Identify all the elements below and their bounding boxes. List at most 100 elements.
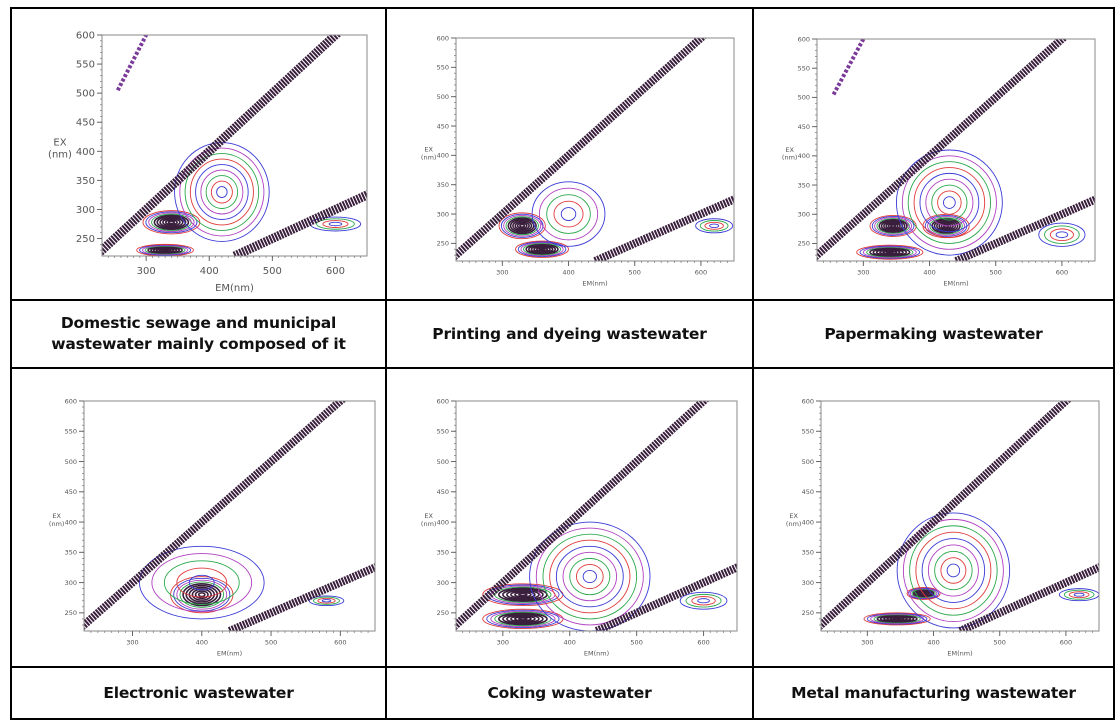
svg-text:400: 400 [927, 638, 939, 646]
svg-text:500: 500 [990, 268, 1002, 276]
eem-contour-plot: 300 400 500 600 250 300 350 400 450 500 550 600 EM(n… [421, 34, 735, 288]
svg-text:600: 600 [1060, 638, 1072, 646]
svg-text:600: 600 [802, 397, 814, 405]
svg-text:300: 300 [857, 268, 869, 276]
svg-text:450: 450 [65, 488, 77, 496]
svg-text:250: 250 [65, 609, 77, 617]
svg-text:500: 500 [437, 93, 449, 101]
svg-text:EX: EX [424, 512, 433, 520]
svg-text:500: 500 [263, 266, 282, 277]
svg-text:EM(nm): EM(nm) [582, 280, 607, 288]
svg-text:EM(nm): EM(nm) [215, 283, 254, 294]
svg-text:300: 300 [65, 579, 77, 587]
svg-text:250: 250 [437, 609, 449, 617]
caption-cell-printing-dyeing: Printing and dyeing wastewater [387, 301, 754, 369]
svg-text:350: 350 [802, 549, 814, 557]
svg-text:400: 400 [923, 268, 935, 276]
svg-text:250: 250 [76, 234, 95, 245]
svg-text:350: 350 [65, 549, 77, 557]
svg-text:(nm): (nm) [49, 520, 65, 528]
svg-text:300: 300 [126, 638, 138, 646]
svg-text:(nm): (nm) [48, 149, 72, 160]
svg-text:(nm): (nm) [782, 154, 798, 162]
svg-text:500: 500 [802, 458, 814, 466]
svg-text:400: 400 [562, 268, 574, 276]
svg-text:EX: EX [53, 137, 66, 148]
svg-text:450: 450 [76, 118, 95, 129]
svg-text:400: 400 [65, 518, 77, 526]
svg-text:400: 400 [798, 152, 810, 160]
svg-text:500: 500 [630, 638, 642, 646]
caption-cell-papermaking: Papermaking wastewater [754, 301, 1113, 369]
svg-text:350: 350 [798, 181, 810, 189]
svg-text:450: 450 [798, 123, 810, 131]
svg-text:600: 600 [695, 268, 707, 276]
caption-coking: Coking wastewater [487, 683, 652, 702]
svg-text:400: 400 [802, 518, 814, 526]
svg-text:400: 400 [76, 147, 95, 158]
svg-text:450: 450 [437, 122, 449, 130]
caption-cell-metal: Metal manufacturing wastewater [754, 668, 1113, 718]
svg-text:(nm): (nm) [786, 520, 802, 528]
svg-text:300: 300 [76, 205, 95, 216]
svg-text:550: 550 [65, 428, 77, 436]
svg-text:350: 350 [437, 181, 449, 189]
svg-text:550: 550 [437, 64, 449, 72]
svg-text:600: 600 [437, 34, 449, 42]
svg-text:EX: EX [424, 145, 433, 153]
svg-text:300: 300 [802, 579, 814, 587]
svg-text:EX: EX [785, 146, 794, 154]
eem-contour-plot: 300 400 500 600 250 300 350 400 450 500 550 600 EM(n… [48, 31, 368, 294]
svg-text:600: 600 [437, 397, 449, 405]
svg-text:400: 400 [564, 638, 576, 646]
svg-text:550: 550 [802, 428, 814, 436]
plot-cell-metal: 300 400 500 600 250 300 350 400 450 500 550 600 EM(n… [754, 369, 1113, 668]
svg-text:300: 300 [437, 210, 449, 218]
svg-text:300: 300 [798, 211, 810, 219]
svg-text:600: 600 [798, 35, 810, 43]
eem-contour-plot: 300 400 500 600 250 300 350 400 450 500 550 600 EM(n… [782, 35, 1096, 288]
caption-cell-domestic: Domestic sewage and municipal wastewater… [12, 301, 387, 369]
svg-text:600: 600 [697, 638, 709, 646]
caption-metal: Metal manufacturing wastewater [791, 683, 1076, 702]
svg-text:500: 500 [65, 458, 77, 466]
plot-cell-coking: 300 400 500 600 250 300 350 400 450 500 550 600 EM(n… [387, 369, 754, 668]
svg-text:600: 600 [76, 31, 95, 42]
svg-text:500: 500 [76, 89, 95, 100]
svg-text:550: 550 [76, 60, 95, 71]
caption-papermaking: Papermaking wastewater [824, 324, 1043, 343]
svg-text:450: 450 [437, 488, 449, 496]
svg-text:300: 300 [437, 579, 449, 587]
plot-cell-electronic: 300 400 500 600 250 300 350 400 450 500 550 600 EM(n… [12, 369, 387, 668]
svg-text:EM(nm): EM(nm) [943, 280, 968, 288]
svg-text:250: 250 [437, 240, 449, 248]
svg-text:EX: EX [52, 512, 61, 520]
plot-cell-printing-dyeing: 300 400 500 600 250 300 350 400 450 500 550 600 EM(n… [387, 9, 754, 301]
eem-comparison-table: 300 400 500 600 250 300 350 400 450 500 550 600 EM(n… [10, 7, 1115, 720]
svg-text:400: 400 [200, 266, 219, 277]
svg-text:250: 250 [802, 609, 814, 617]
svg-text:EM(nm): EM(nm) [947, 650, 972, 658]
svg-text:600: 600 [1056, 268, 1068, 276]
svg-text:500: 500 [798, 94, 810, 102]
svg-text:500: 500 [994, 638, 1006, 646]
svg-text:250: 250 [798, 240, 810, 248]
svg-text:300: 300 [496, 268, 508, 276]
eem-contour-plot: 300 400 500 600 250 300 350 400 450 500 550 600 EM(n… [49, 397, 376, 658]
svg-text:350: 350 [437, 549, 449, 557]
svg-text:300: 300 [497, 638, 509, 646]
svg-text:600: 600 [65, 397, 77, 405]
svg-text:(nm): (nm) [421, 153, 437, 161]
svg-text:(nm): (nm) [421, 520, 437, 528]
caption-cell-coking: Coking wastewater [387, 668, 754, 718]
svg-text:EM(nm): EM(nm) [217, 650, 242, 658]
plot-cell-domestic: 300 400 500 600 250 300 350 400 450 500 550 600 EM(n… [12, 9, 387, 301]
caption-cell-electronic: Electronic wastewater [12, 668, 387, 718]
caption-domestic: Domestic sewage and municipal wastewater… [51, 314, 346, 353]
plot-cell-papermaking: 300 400 500 600 250 300 350 400 450 500 550 600 EM(n… [754, 9, 1113, 301]
svg-text:550: 550 [437, 428, 449, 436]
svg-text:350: 350 [76, 176, 95, 187]
eem-contour-plot: 300 400 500 600 250 300 350 400 450 500 550 600 EM(n… [786, 397, 1100, 658]
svg-text:500: 500 [265, 638, 277, 646]
eem-contour-plot: 300 400 500 600 250 300 350 400 450 500 550 600 EM(n… [421, 397, 738, 658]
